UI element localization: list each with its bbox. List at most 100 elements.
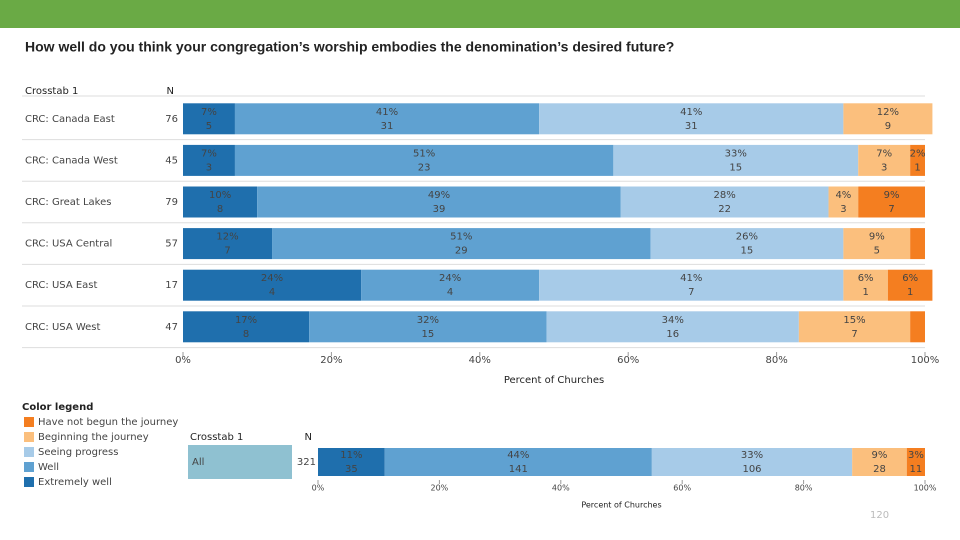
- count-label: 141: [509, 464, 528, 475]
- bar-segment: [828, 186, 859, 218]
- n-header: N: [305, 432, 312, 443]
- bar-segment: [843, 269, 888, 301]
- count-label: 7: [688, 287, 694, 298]
- percent-label: 7%: [201, 107, 217, 118]
- percent-label: 11%: [340, 450, 362, 461]
- count-label: 7: [224, 246, 230, 257]
- row-label: CRC: Canada West: [25, 155, 118, 166]
- bar-segment: [272, 228, 651, 260]
- x-tick-label: 20%: [431, 484, 449, 493]
- row-label: CRC: Canada East: [25, 114, 115, 125]
- percent-label: 51%: [450, 232, 472, 243]
- percent-label: 2%: [910, 148, 926, 159]
- x-tick-label: 20%: [320, 355, 342, 366]
- bar-segment: [183, 269, 362, 301]
- bar-segment: [539, 269, 844, 301]
- legend-swatch: [24, 462, 34, 472]
- x-tick-label: 80%: [795, 484, 813, 493]
- bar-segment: [183, 228, 273, 260]
- percent-label: 12%: [877, 107, 899, 118]
- count-label: 22: [718, 204, 731, 215]
- percent-label: 51%: [413, 148, 435, 159]
- count-label: 5: [874, 246, 880, 257]
- count-label: 8: [243, 329, 249, 340]
- bar-segment: [858, 144, 911, 176]
- top-banner: [0, 0, 960, 28]
- percent-label: 10%: [209, 190, 231, 201]
- percent-label: 33%: [741, 450, 763, 461]
- count-label: 39: [433, 204, 446, 215]
- percent-label: 34%: [662, 315, 684, 326]
- percent-label: 9%: [872, 450, 888, 461]
- percent-label: 44%: [507, 450, 529, 461]
- count-label: 15: [421, 329, 434, 340]
- bar-segment: [613, 144, 859, 176]
- row-n: 17: [165, 280, 178, 291]
- bar-segment: [798, 311, 911, 343]
- row-label: All: [192, 457, 204, 468]
- count-label: 31: [381, 121, 394, 132]
- percent-label: 17%: [235, 315, 257, 326]
- bar-segment: [910, 228, 925, 260]
- bar-segment: [309, 311, 547, 343]
- percent-label: 4%: [835, 190, 851, 201]
- bar-segment: [183, 144, 235, 176]
- bar-segment: [234, 144, 614, 176]
- count-label: 28: [873, 464, 886, 475]
- legend-label: Well: [38, 462, 59, 473]
- bar-segment: [843, 228, 911, 260]
- percent-label: 7%: [201, 148, 217, 159]
- row-box: [188, 445, 292, 479]
- legend-label: Seeing progress: [38, 447, 118, 458]
- legend-swatch: [24, 477, 34, 487]
- row-label: CRC: USA East: [25, 280, 97, 291]
- percent-label: 33%: [725, 148, 747, 159]
- count-label: 8: [217, 204, 223, 215]
- x-tick-label: 0%: [175, 355, 191, 366]
- percent-label: 32%: [417, 315, 439, 326]
- percent-label: 24%: [439, 273, 461, 284]
- percent-label: 3%: [908, 450, 924, 461]
- row-label: CRC: USA West: [25, 322, 100, 333]
- bar-segment: [858, 186, 925, 218]
- percent-label: 28%: [714, 190, 736, 201]
- count-label: 3: [206, 162, 212, 173]
- count-label: 35: [345, 464, 358, 475]
- count-label: 7: [851, 329, 857, 340]
- bar-segment: [384, 448, 652, 476]
- percent-label: 15%: [843, 315, 865, 326]
- percent-label: 24%: [261, 273, 283, 284]
- count-label: 1: [862, 287, 868, 298]
- percent-label: 6%: [902, 273, 918, 284]
- percent-label: 9%: [884, 190, 900, 201]
- n-header: N: [167, 86, 174, 97]
- percent-label: 6%: [858, 273, 874, 284]
- row-label: CRC: USA Central: [25, 239, 112, 250]
- bar-segment: [546, 311, 799, 343]
- percent-label: 9%: [869, 232, 885, 243]
- legend-swatch: [24, 432, 34, 442]
- percent-label: 41%: [680, 273, 702, 284]
- count-label: 11: [910, 464, 923, 475]
- row-n: 321: [297, 457, 316, 468]
- row-header: Crosstab 1: [190, 432, 243, 443]
- count-label: 3: [840, 204, 846, 215]
- count-label: 29: [455, 246, 468, 257]
- legend-label: Beginning the journey: [38, 432, 149, 443]
- bar-segment: [843, 103, 933, 135]
- slide-title: How well do you think your congregation’…: [25, 39, 674, 55]
- count-label: 23: [418, 162, 431, 173]
- bar-segment: [887, 269, 933, 301]
- row-label: CRC: Great Lakes: [25, 197, 111, 208]
- count-label: 4: [269, 287, 275, 298]
- percent-label: 26%: [736, 232, 758, 243]
- legend-swatch: [24, 447, 34, 457]
- row-n: 79: [165, 197, 178, 208]
- row-n: 45: [165, 155, 178, 166]
- bar-segment: [257, 186, 621, 218]
- legend-label: Extremely well: [38, 477, 112, 488]
- legend-swatch: [24, 417, 34, 427]
- x-axis-title: Percent of Churches: [581, 501, 661, 510]
- count-label: 4: [447, 287, 453, 298]
